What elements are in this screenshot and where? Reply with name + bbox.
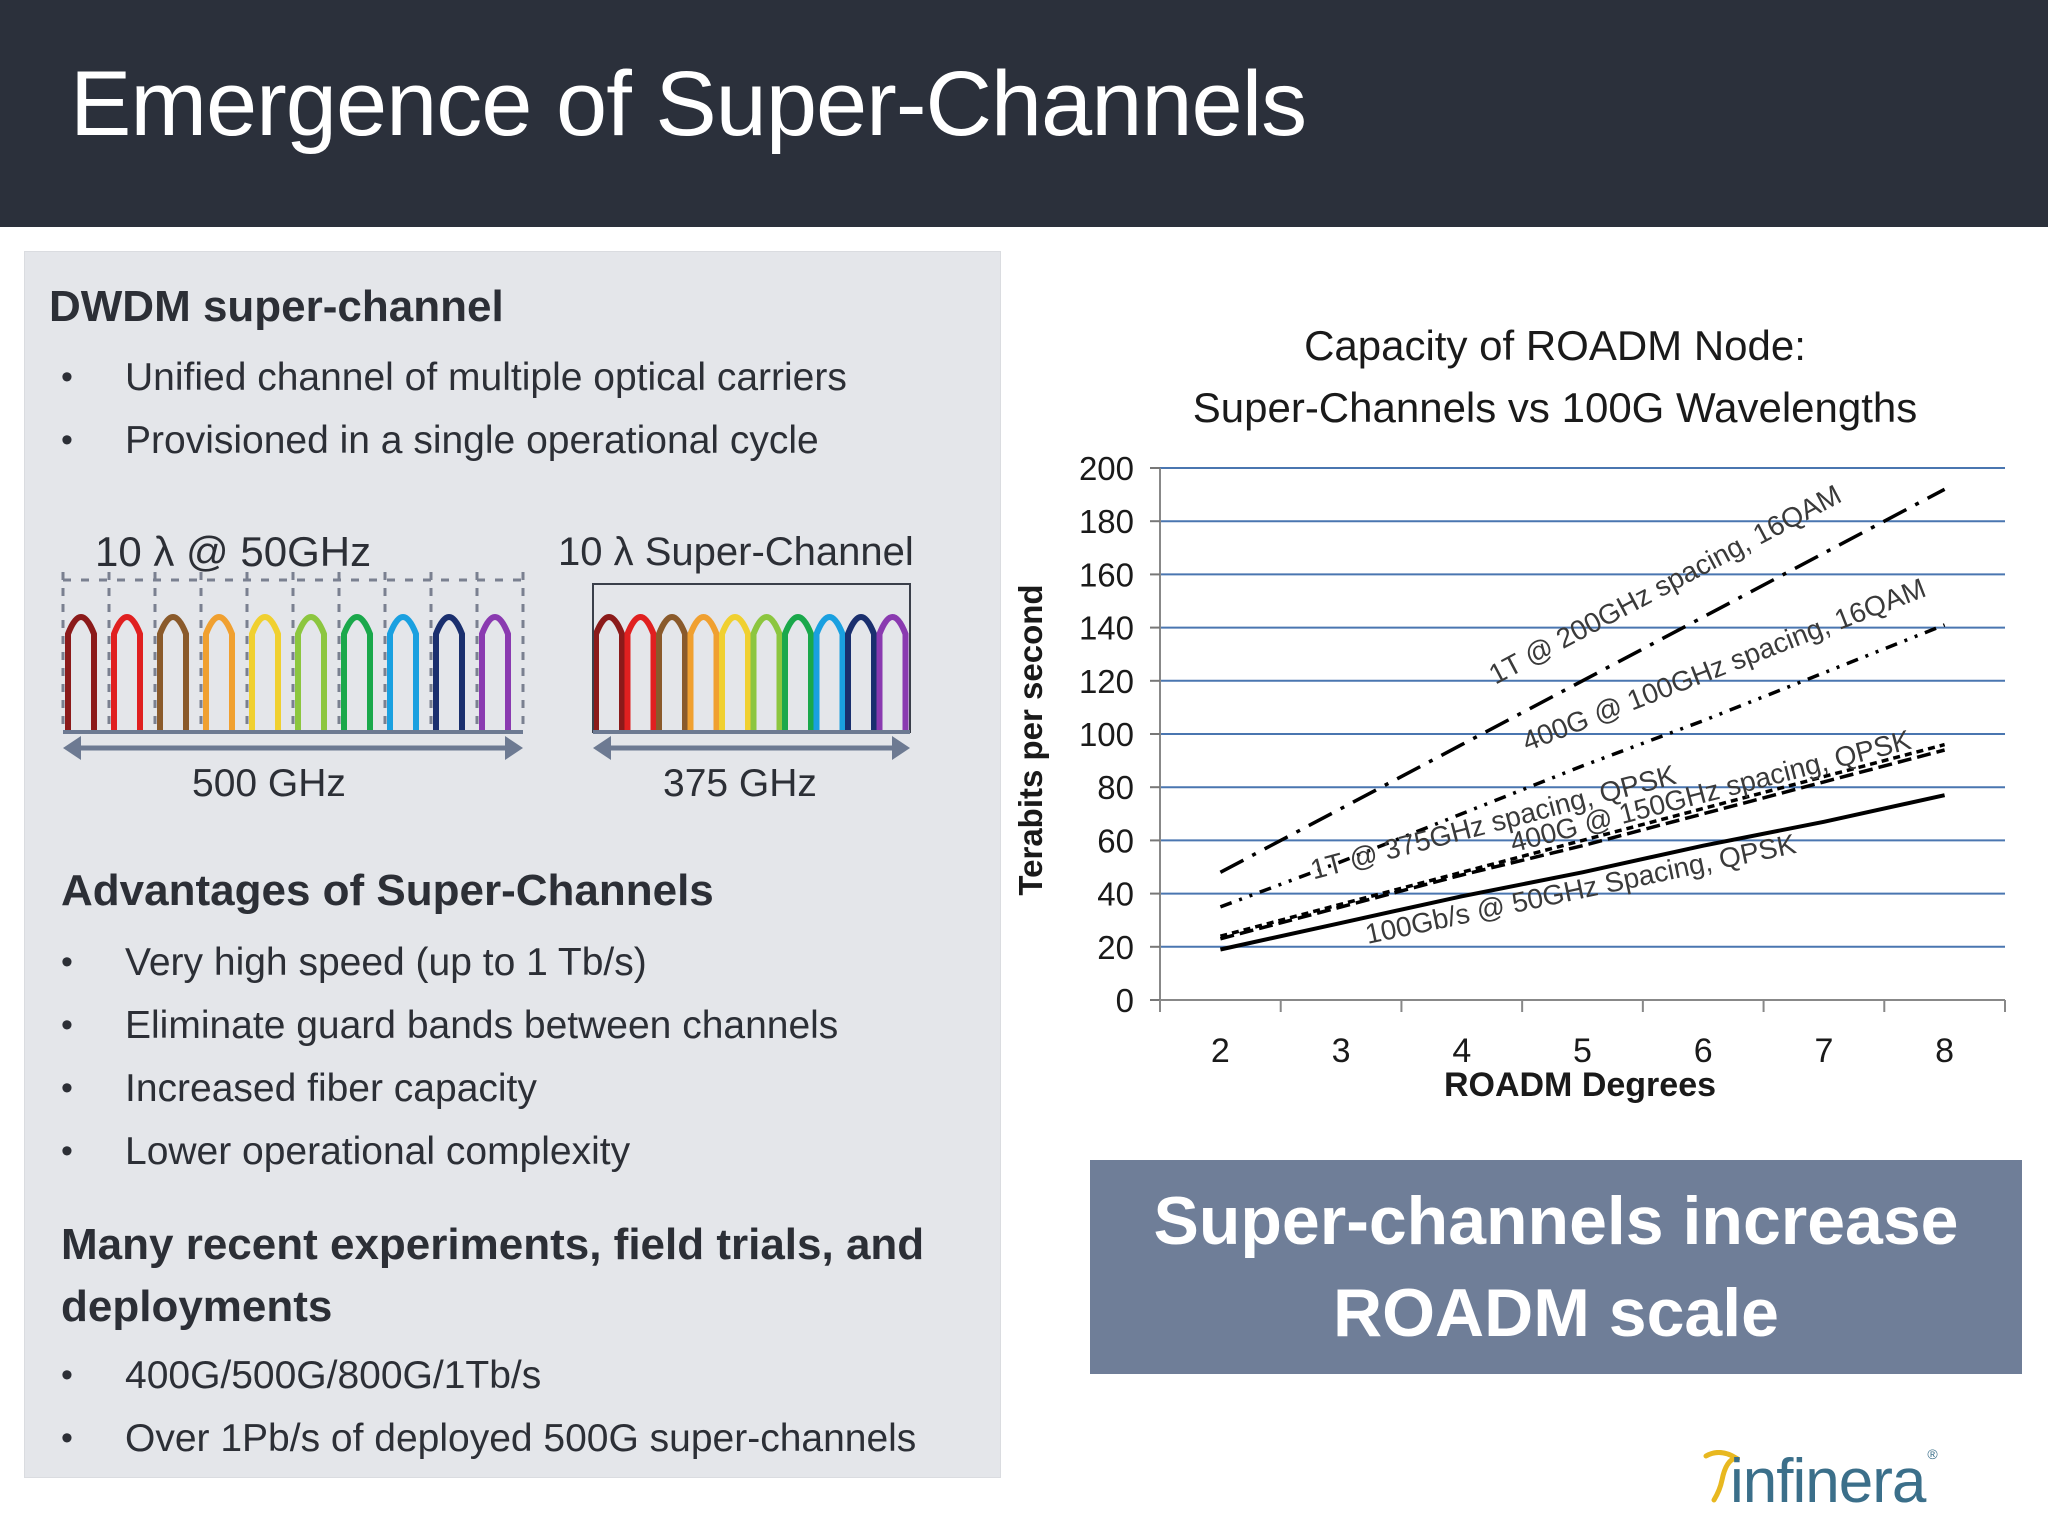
carrier-right bbox=[719, 614, 751, 730]
advantages-bullets: • Very high speed (up to 1 Tb/s) • Elimina… bbox=[61, 931, 838, 1183]
bullet-icon: • bbox=[61, 1006, 73, 1044]
arrow-head-icon bbox=[63, 736, 81, 760]
series-line bbox=[1219, 623, 1946, 909]
x-tick-label: 8 bbox=[1935, 1032, 1954, 1070]
carrier-right bbox=[624, 614, 657, 730]
baseline bbox=[593, 730, 910, 734]
carrier-right bbox=[750, 614, 783, 730]
dwdm-heading: DWDM super-channel bbox=[49, 282, 504, 331]
y-tick-label: 40 bbox=[1097, 876, 1134, 913]
bullet-icon: • bbox=[61, 943, 73, 981]
y-tick-label: 120 bbox=[1079, 663, 1134, 700]
right-span-label: 375 GHz bbox=[663, 762, 817, 805]
carrier-right bbox=[845, 614, 877, 730]
spectrum-diagram bbox=[61, 572, 911, 760]
carrier-right bbox=[687, 614, 720, 730]
x-tick-label: 4 bbox=[1452, 1032, 1471, 1070]
left-carriers bbox=[65, 614, 511, 730]
callout-line2: ROADM scale bbox=[1333, 1275, 1779, 1351]
carrier-right bbox=[876, 614, 909, 730]
series-line bbox=[1219, 748, 1946, 941]
experiments-bullets: • 400G/500G/800G/1Tb/s • Over 1Pb/s of dep… bbox=[61, 1344, 916, 1470]
chart-subtitle: Super-Channels vs 100G Wavelengths bbox=[1193, 384, 1918, 431]
series-line bbox=[1219, 742, 1946, 938]
x-tick-label: 7 bbox=[1814, 1032, 1833, 1070]
bullet-icon: • bbox=[61, 421, 73, 459]
list-item: • Lower operational complexity bbox=[61, 1120, 838, 1183]
chart-series bbox=[1219, 487, 1946, 952]
arrow-head-icon bbox=[892, 736, 910, 760]
chart-title: Capacity of ROADM Node: bbox=[1304, 322, 1806, 369]
carrier-left bbox=[479, 614, 511, 730]
baseline bbox=[63, 730, 523, 734]
list-item: • Unified channel of multiple optical car… bbox=[61, 346, 847, 409]
chart-grid bbox=[1160, 467, 2005, 948]
content-panel: DWDM super-channel • Unified channel of m… bbox=[25, 252, 1000, 1477]
diagram-left-label: 10 λ @ 50GHz bbox=[95, 528, 372, 575]
bullet-icon: • bbox=[61, 1069, 73, 1107]
bullet-icon: • bbox=[61, 358, 73, 396]
chart-ticks: 0 20 40 60 80 100 120 140 160 180 200 2 3 4 5 6 7 8 bbox=[1079, 450, 2006, 1070]
carrier-right bbox=[813, 614, 846, 730]
carrier-left bbox=[111, 614, 143, 730]
capacity-chart: Capacity of ROADM Node: Super-Channels v… bbox=[1012, 322, 2006, 1104]
carrier-left bbox=[387, 614, 419, 730]
advantages-heading: Advantages of Super-Channels bbox=[61, 866, 714, 915]
y-tick-label: 160 bbox=[1079, 556, 1134, 593]
y-tick-label: 200 bbox=[1079, 450, 1134, 487]
list-item: • Over 1Pb/s of deployed 500G super-chann… bbox=[61, 1407, 916, 1470]
y-tick-label: 80 bbox=[1097, 769, 1134, 806]
y-tick-label: 140 bbox=[1079, 610, 1134, 647]
carrier-left bbox=[433, 614, 465, 730]
series-label: 400G @ 100GHz spacing, 16QAM bbox=[1518, 572, 1930, 757]
x-tick-label: 3 bbox=[1332, 1032, 1351, 1070]
experiments-heading-line2: deployments bbox=[61, 1282, 333, 1331]
diagram-frames bbox=[61, 572, 911, 760]
page-title: Emergence of Super-Channels bbox=[70, 53, 1307, 155]
y-tick-label: 100 bbox=[1079, 716, 1134, 753]
bullet-icon: • bbox=[61, 1419, 73, 1457]
list-item: • Provisioned in a single operational cyc… bbox=[61, 409, 847, 472]
header-bar: Emergence of Super-Channels bbox=[0, 0, 2048, 227]
list-item: • 400G/500G/800G/1Tb/s bbox=[61, 1344, 916, 1407]
list-item: • Very high speed (up to 1 Tb/s) bbox=[61, 931, 838, 994]
y-tick-label: 20 bbox=[1097, 929, 1134, 966]
callout-line1: Super-channels increase bbox=[1153, 1183, 1959, 1259]
series-line bbox=[1219, 487, 1946, 874]
y-tick-label: 0 bbox=[1116, 982, 1134, 1019]
infinera-logo-mark-icon bbox=[1703, 1450, 1740, 1503]
arrow-head-icon bbox=[593, 736, 611, 760]
x-tick-label: 5 bbox=[1573, 1032, 1592, 1070]
series-label: 1T @ 200GHz spacing, 16QAM bbox=[1484, 479, 1846, 690]
bullet-icon: • bbox=[61, 1356, 73, 1394]
right-carriers bbox=[593, 614, 909, 730]
infinera-logo: infinera ® bbox=[1730, 1446, 1938, 1516]
y-tick-label: 60 bbox=[1097, 822, 1134, 859]
list-item: • Eliminate guard bands between channels bbox=[61, 994, 838, 1057]
dwdm-bullets: • Unified channel of multiple optical car… bbox=[61, 346, 847, 472]
bullet-icon: • bbox=[61, 1132, 73, 1170]
left-span-label: 500 GHz bbox=[192, 762, 346, 805]
carrier-right bbox=[782, 614, 814, 730]
y-tick-label: 180 bbox=[1079, 503, 1134, 540]
x-axis-label: ROADM Degrees bbox=[1444, 1066, 1716, 1104]
carrier-left bbox=[203, 614, 235, 730]
carrier-left bbox=[341, 614, 373, 730]
carrier-left bbox=[249, 614, 281, 730]
diagram-right-label: 10 λ Super-Channel bbox=[558, 530, 914, 574]
carrier-right bbox=[593, 614, 625, 730]
list-item: • Increased fiber capacity bbox=[61, 1057, 838, 1120]
carrier-left bbox=[157, 614, 189, 730]
carrier-left bbox=[295, 614, 327, 730]
arrow-head-icon bbox=[505, 736, 523, 760]
y-axis-label: Terabits per second bbox=[1012, 584, 1049, 895]
callout-box: Super-channels increase ROADM scale bbox=[1090, 1160, 2022, 1374]
carrier-right bbox=[656, 614, 688, 730]
x-tick-label: 2 bbox=[1211, 1032, 1230, 1070]
series-line bbox=[1219, 793, 1946, 952]
x-tick-label: 6 bbox=[1694, 1032, 1713, 1070]
carrier-left bbox=[65, 614, 97, 730]
experiments-heading-line1: Many recent experiments, field trials, a… bbox=[61, 1220, 925, 1269]
